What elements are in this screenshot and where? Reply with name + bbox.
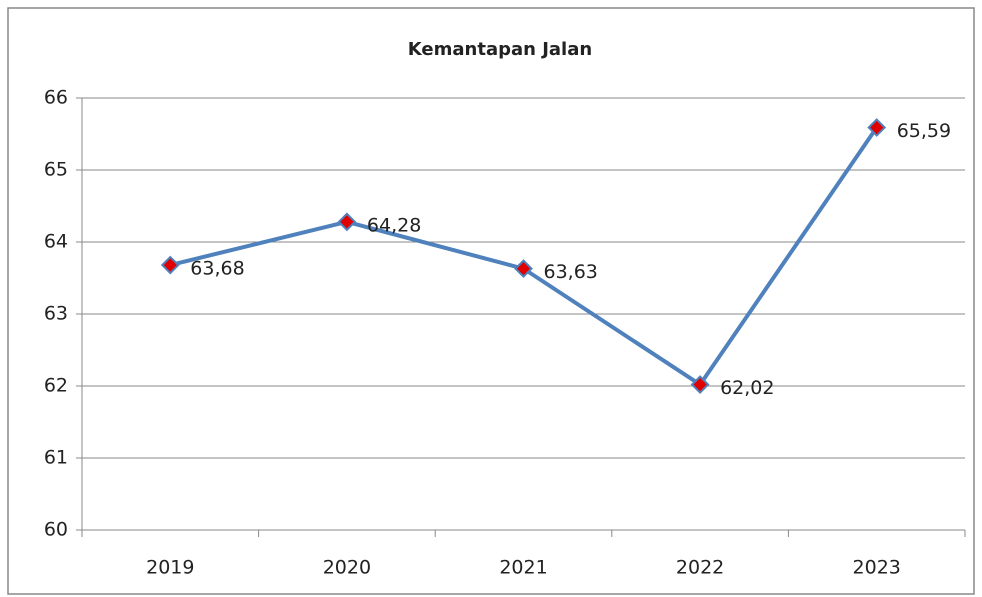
marker [337,212,357,232]
data-label: 64,28 [367,214,421,236]
marker [690,375,710,394]
y-tick-label: 62 [44,375,68,397]
marker [160,255,180,275]
data-label: 62,02 [720,377,774,399]
y-tick-label: 61 [44,447,68,469]
y-tick-label: 64 [44,231,68,253]
x-tick-label: 2023 [853,557,901,579]
y-tick-label: 65 [44,159,68,181]
x-tick-label: 2021 [499,557,547,579]
x-tick-label: 2019 [146,557,194,579]
marker [867,118,887,137]
chart-title: Kemantapan Jalan [408,39,592,60]
data-label: 63,68 [190,258,244,280]
y-tick-label: 66 [44,87,68,109]
marker [514,259,533,279]
x-tick-label: 2022 [676,557,724,579]
data-label: 65,59 [897,120,951,142]
x-tick-label: 2020 [323,557,371,579]
y-tick-label: 63 [44,303,68,325]
y-tick-label: 60 [44,519,68,541]
chart-frame [7,7,975,595]
data-label: 63,63 [544,261,598,283]
